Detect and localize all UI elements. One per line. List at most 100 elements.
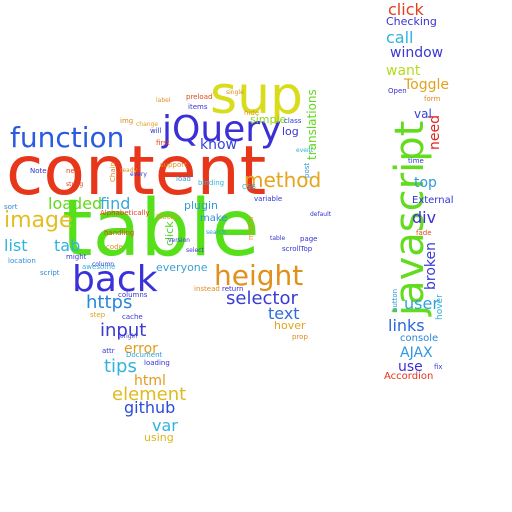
cloud-word: Accordion xyxy=(384,371,434,382)
cloud-word: script xyxy=(40,269,60,277)
cloud-word: table xyxy=(270,235,286,242)
cloud-word: string xyxy=(66,181,84,188)
cloud-word: button xyxy=(391,288,399,312)
cloud-word: make xyxy=(200,213,228,224)
cloud-word: console xyxy=(400,333,439,344)
cloud-word: Chain xyxy=(109,162,117,182)
cloud-word: method xyxy=(244,168,322,192)
cloud-word: variable xyxy=(254,195,283,203)
cloud-word: return xyxy=(222,285,244,293)
cloud-word: github xyxy=(124,398,176,417)
cloud-word: single xyxy=(226,89,244,96)
cloud-word: instead xyxy=(194,285,220,293)
cloud-word: page xyxy=(300,235,318,243)
cloud-word: sort xyxy=(4,203,18,211)
cloud-word: using xyxy=(144,431,174,444)
cloud-word: tips xyxy=(104,356,137,377)
cloud-word: first xyxy=(156,139,170,147)
cloud-word: selector xyxy=(226,288,298,309)
cloud-word: Open xyxy=(388,87,407,95)
cloud-word: binding xyxy=(198,179,225,187)
cloud-word: Toggle xyxy=(404,77,450,93)
cloud-word: loading xyxy=(144,359,170,367)
cloud-word: prop xyxy=(292,333,308,341)
cloud-word: new xyxy=(66,167,81,175)
cloud-word: cache xyxy=(122,313,143,321)
cloud-word: will xyxy=(150,127,162,135)
cloud-word: items xyxy=(188,103,208,111)
cloud-word: label xyxy=(156,97,171,104)
cloud-word: ready xyxy=(120,167,138,174)
cloud-word: version xyxy=(168,237,190,244)
cloud-word: time xyxy=(408,157,424,165)
cloud-word: find xyxy=(100,194,131,213)
cloud-word: step xyxy=(90,311,106,319)
cloud-word: hide xyxy=(244,109,260,117)
cloud-word: fix xyxy=(434,363,443,371)
cloud-word: preload xyxy=(186,93,213,101)
cloud-word: user xyxy=(404,294,439,313)
cloud-word: hover xyxy=(435,294,445,320)
cloud-word: origin xyxy=(120,333,138,340)
cloud-word: want xyxy=(386,63,421,79)
cloud-word: scrollTop xyxy=(282,245,313,253)
cloud-word: use xyxy=(398,359,423,375)
cloud-word: form xyxy=(424,95,441,103)
cloud-word: text xyxy=(268,304,300,323)
cloud-word: table xyxy=(62,184,260,274)
cloud-word: awesome xyxy=(82,263,116,271)
cloud-word: height xyxy=(214,259,304,292)
cloud-word: error xyxy=(124,341,158,357)
cloud-word: image xyxy=(4,208,73,233)
cloud-word: broken xyxy=(423,242,439,290)
cloud-word: location xyxy=(8,257,36,265)
cloud-word: div xyxy=(412,208,437,227)
cloud-word: default xyxy=(310,211,332,218)
cloud-word: master xyxy=(247,215,255,240)
cloud-word: code xyxy=(106,243,123,251)
cloud-word: columns xyxy=(118,291,148,299)
cloud-word: External xyxy=(412,195,454,206)
cloud-word: tab xyxy=(54,236,81,255)
cloud-word: support xyxy=(160,161,187,169)
cloud-word: Document xyxy=(126,351,163,359)
cloud-word: list xyxy=(4,236,28,255)
cloud-word: blocks xyxy=(156,213,179,221)
cloud-word: handling xyxy=(104,229,135,237)
cloud-word: https xyxy=(86,292,133,313)
cloud-word: search xyxy=(206,229,226,236)
cloud-word: links xyxy=(388,316,425,335)
cloud-word: load xyxy=(176,175,191,183)
cloud-word: Alphabetically xyxy=(100,209,150,217)
cloud-word: log xyxy=(282,125,299,138)
cloud-word: content xyxy=(6,132,267,211)
cloud-word: plugin xyxy=(184,199,219,212)
cloud-word: html xyxy=(134,373,166,389)
cloud-word: img xyxy=(120,117,134,125)
cloud-word: Note xyxy=(30,167,47,175)
cloud-word: change xyxy=(136,121,159,128)
cloud-word: every xyxy=(130,171,147,178)
cloud-word: val xyxy=(414,107,432,121)
cloud-word: column xyxy=(92,261,115,268)
cloud-word: AJAX xyxy=(400,345,433,361)
cloud-word: call xyxy=(386,28,414,47)
cloud-word: window xyxy=(390,45,444,61)
cloud-word: var xyxy=(152,416,178,435)
cloud-word: element xyxy=(112,384,187,405)
cloud-word: top xyxy=(414,175,437,191)
cloud-word: post xyxy=(303,162,311,178)
cloud-word: back xyxy=(72,259,158,300)
cloud-word: Checking xyxy=(386,15,437,28)
cloud-word: click xyxy=(388,0,424,19)
cloud-word: might xyxy=(66,253,87,261)
cloud-word: function xyxy=(10,121,125,154)
cloud-word: input xyxy=(100,320,147,341)
cloud-word: attr xyxy=(102,347,115,355)
cloud-word: jQuery xyxy=(162,109,282,150)
cloud-word: know xyxy=(200,137,237,153)
cloud-word: select xyxy=(186,247,204,254)
cloud-word: simple xyxy=(250,113,287,126)
cloud-word: class xyxy=(284,117,302,125)
